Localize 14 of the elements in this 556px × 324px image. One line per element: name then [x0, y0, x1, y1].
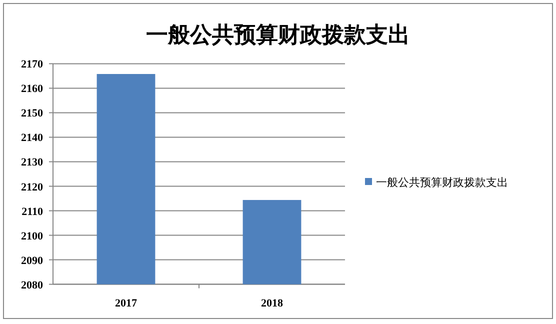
y-tick-label: 2120 [21, 181, 44, 194]
chart-title: 一般公共预算财政拨款支出 [146, 22, 410, 47]
x-tick-label: 2017 [115, 297, 138, 310]
y-tick-label: 2080 [21, 279, 44, 292]
y-tick-label: 2170 [21, 58, 44, 71]
y-tick-label: 2140 [21, 132, 44, 144]
x-tick-label: 2018 [261, 297, 284, 310]
y-tick-label: 2150 [21, 108, 44, 120]
y-tick-label: 2160 [21, 83, 44, 96]
legend-label: 一般公共预算财政拨款支出 [376, 176, 508, 189]
y-tick-label: 2110 [22, 206, 44, 218]
y-tick-label: 2100 [21, 230, 44, 242]
y-tick-label: 2130 [21, 156, 44, 169]
y-tick-label: 2090 [21, 254, 44, 267]
